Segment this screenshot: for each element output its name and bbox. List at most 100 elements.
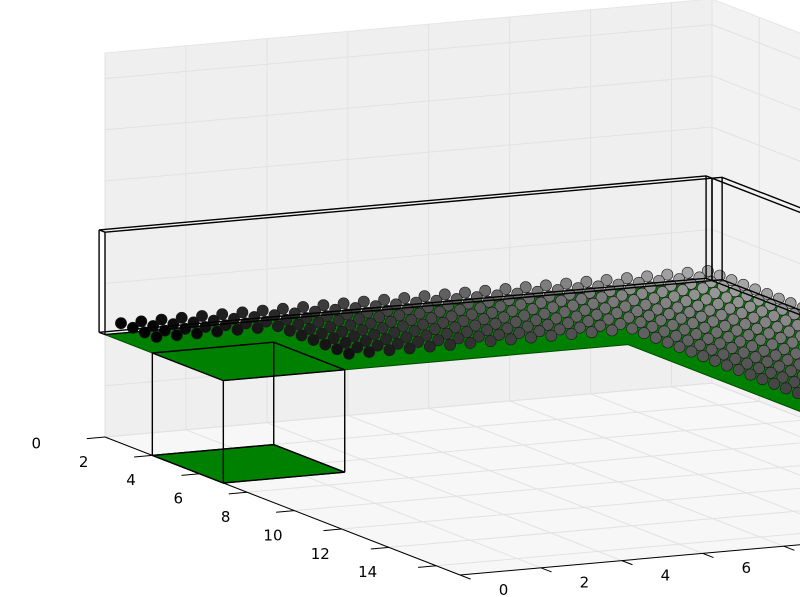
ball [717,348,730,361]
ball [344,319,357,332]
ball [457,315,470,327]
ball [437,316,450,329]
x-tick [418,565,437,568]
ball [783,325,795,338]
x-tick [134,454,153,458]
ball [737,346,750,359]
ball [514,298,527,311]
ball [774,332,787,344]
ball [413,307,426,320]
ball [380,333,392,346]
ball [329,303,342,316]
ball [683,306,696,319]
ball [297,301,309,313]
ball [700,293,713,306]
ball [658,325,671,338]
ball [288,307,301,320]
ball [352,313,365,325]
ball [248,311,261,323]
ball [541,318,554,331]
grid-lines [104,0,800,576]
ball [504,333,517,346]
ball [292,318,305,331]
ball [317,299,330,312]
x-tick [276,510,295,513]
ball [739,318,752,331]
x-tick [86,436,106,440]
ball [587,297,600,310]
ball [410,296,422,309]
ball [673,273,686,286]
ball [693,271,706,284]
x-tick [370,546,390,550]
ball [592,280,605,293]
ball [579,304,591,317]
y-tick [702,552,714,559]
ball [196,310,208,322]
gridline-x [341,487,800,530]
ball [391,337,404,350]
ball [462,297,475,310]
ball [769,349,782,362]
y-axis-line [459,544,800,576]
ball [376,322,389,335]
ball [744,300,757,313]
ball [369,300,382,313]
ball [767,310,780,322]
ball [403,342,416,355]
ball [661,336,674,349]
ball [378,293,390,306]
ball [612,278,625,291]
y-tick [540,567,552,573]
ball [553,323,566,336]
ball [661,268,674,281]
ball [746,340,758,353]
ball [538,307,551,320]
ball [678,323,691,336]
ball [444,338,456,351]
ball [788,376,800,388]
ball [721,359,733,372]
ball [260,315,272,328]
ball [570,310,583,323]
ball [442,299,455,312]
ball [551,284,564,296]
ball [776,371,789,384]
ball [685,277,697,290]
ball [749,283,761,296]
ball [497,311,510,324]
ball [673,341,686,353]
x-tick-label: 10 [263,526,282,544]
ball [373,311,385,324]
ball [540,279,552,292]
ball [631,305,644,318]
ball [412,336,424,348]
ball [493,328,505,341]
ball [393,309,406,322]
ball [449,321,461,334]
ball [712,298,724,310]
ball [702,332,715,345]
ball [707,315,719,328]
ball [513,327,526,339]
ball [408,325,421,337]
ball [616,289,628,302]
ball [550,312,563,325]
ball [639,298,652,311]
ball [715,309,728,321]
ball [519,281,532,294]
x-tick-label: 2 [79,453,89,471]
ball [337,297,350,310]
ball [634,316,647,329]
ball [763,327,775,340]
ball [501,322,514,335]
ball [602,313,615,326]
ball [696,282,709,295]
gridline-x [199,419,800,475]
ball [138,326,151,339]
ball [423,340,436,353]
ball [543,290,556,303]
ball [147,320,159,332]
ball [450,293,463,305]
ball [692,299,704,312]
